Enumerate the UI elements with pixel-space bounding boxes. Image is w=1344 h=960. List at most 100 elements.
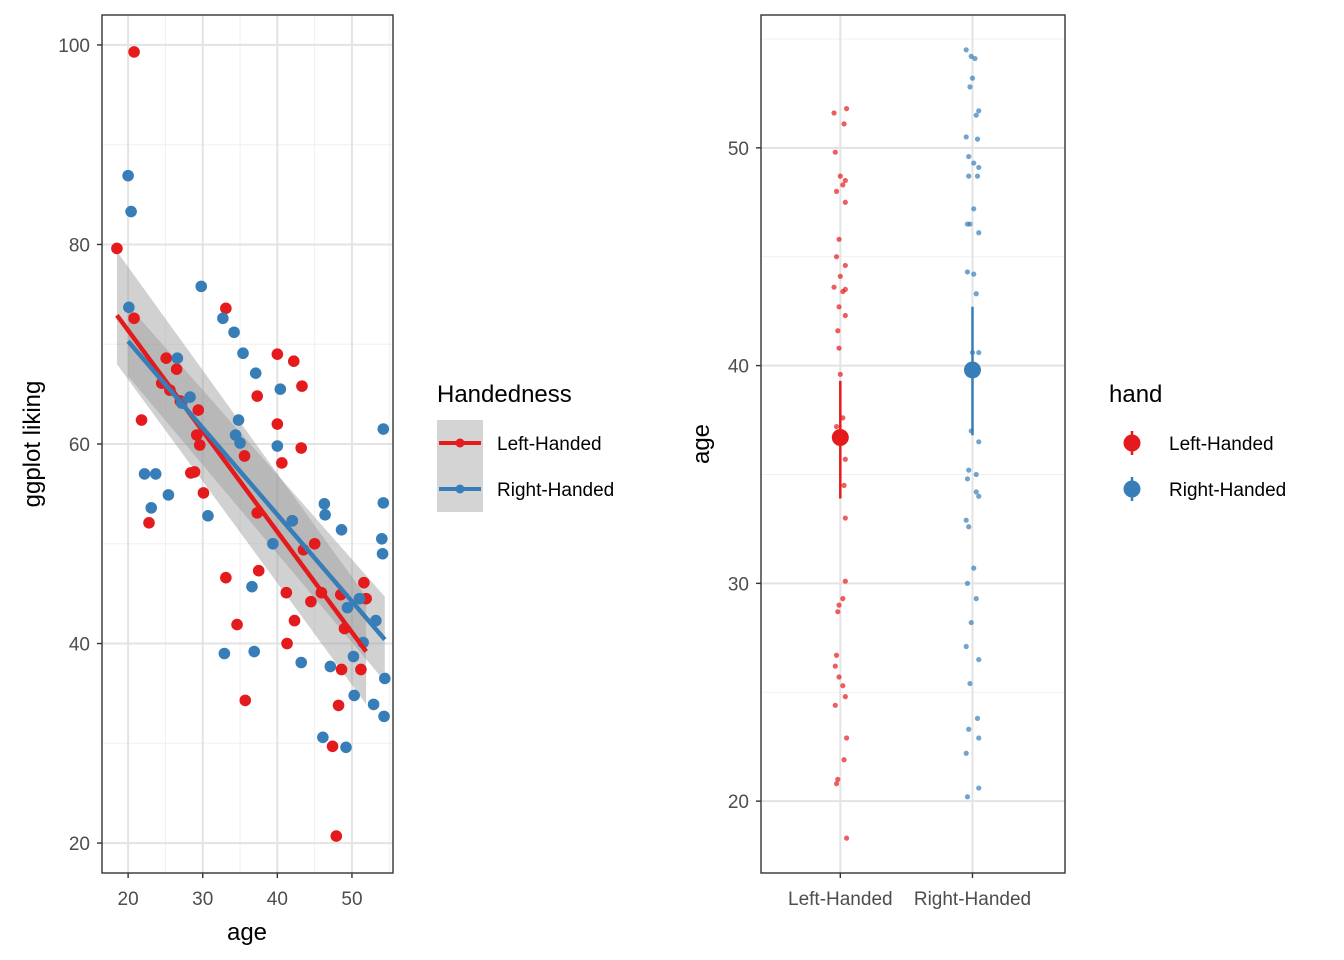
data-point xyxy=(280,586,293,599)
data-point xyxy=(335,663,348,676)
hand-legend-label-right-handed: Right-Handed xyxy=(1169,480,1286,501)
scatter-points xyxy=(111,46,391,842)
data-point xyxy=(376,547,389,560)
age-y-ticks: 20 30 40 50 xyxy=(728,139,761,813)
y-tick-label: 40 xyxy=(69,635,90,656)
data-point xyxy=(123,301,135,314)
data-point xyxy=(149,468,162,480)
jittered-point xyxy=(842,694,848,700)
jittered-point xyxy=(966,153,972,160)
handedness-legend: Handedness Left-Handed Right-Handed xyxy=(437,381,614,512)
scatter-x-axis-title: age xyxy=(227,919,267,946)
data-point xyxy=(286,515,299,527)
jittered-point xyxy=(833,781,840,787)
jittered-point xyxy=(843,106,850,112)
jittered-point xyxy=(833,652,840,658)
jittered-point xyxy=(963,750,969,756)
data-point xyxy=(378,710,390,723)
data-point xyxy=(276,457,288,469)
jittered-point xyxy=(837,173,843,179)
jittered-point xyxy=(833,188,840,194)
data-point xyxy=(231,618,243,631)
data-point xyxy=(220,571,232,584)
jittered-point xyxy=(841,121,847,127)
jittered-point xyxy=(842,199,848,205)
jittered-point xyxy=(840,683,846,689)
jittered-point xyxy=(842,312,848,319)
regression-lines xyxy=(115,313,387,653)
jittered-point xyxy=(968,53,974,59)
jittered-point xyxy=(967,221,973,227)
jittered-point xyxy=(963,134,969,140)
hand-legend-key-point-right xyxy=(1123,480,1141,498)
age-panel-border xyxy=(760,14,1066,874)
data-point xyxy=(271,418,284,430)
data-point xyxy=(192,404,205,416)
jittered-point xyxy=(971,206,977,212)
data-point xyxy=(295,442,308,454)
scatter-y-axis-title: ggplot liking xyxy=(19,381,46,508)
jittered-point xyxy=(963,517,969,523)
data-point xyxy=(335,524,348,536)
scatter-y-ticks: 20 40 60 80 100 xyxy=(58,36,102,855)
jittered-point xyxy=(831,284,837,290)
data-point xyxy=(122,169,134,182)
data-point xyxy=(239,694,252,707)
jittered-point xyxy=(973,489,979,495)
data-point xyxy=(195,280,208,293)
jittered-point xyxy=(832,149,838,155)
data-point xyxy=(308,537,321,550)
jittered-point xyxy=(969,75,976,81)
data-point xyxy=(281,637,293,650)
data-point xyxy=(367,698,380,711)
jittered-point xyxy=(841,482,847,488)
data-point xyxy=(160,352,172,365)
data-point xyxy=(377,497,390,509)
data-point xyxy=(135,414,148,426)
jittered-point xyxy=(841,757,847,763)
jittered-point xyxy=(976,439,982,445)
jittered-point xyxy=(964,794,971,800)
jittered-point xyxy=(972,55,978,62)
data-point xyxy=(332,699,345,712)
jittered-point xyxy=(840,182,846,188)
x-tick-label: 30 xyxy=(192,889,213,910)
jittered-point xyxy=(974,173,981,179)
data-point xyxy=(238,450,251,462)
data-point xyxy=(287,355,300,367)
jittered-point xyxy=(973,596,979,602)
jittered-point xyxy=(836,674,842,680)
jittered-point xyxy=(967,84,973,90)
jittered-point xyxy=(831,110,837,116)
jittered-point xyxy=(835,609,841,615)
data-point xyxy=(376,532,388,545)
jittered-point xyxy=(837,371,843,377)
data-point xyxy=(170,363,183,375)
jittered-point xyxy=(842,177,848,184)
jittered-point xyxy=(835,776,841,782)
jittered-point xyxy=(971,565,977,571)
jittered-point xyxy=(842,262,848,269)
mean-point xyxy=(831,428,849,446)
data-point xyxy=(128,46,140,58)
jittered-point xyxy=(976,108,982,114)
data-point xyxy=(138,468,151,480)
jittered-point xyxy=(976,656,982,663)
data-point xyxy=(220,302,232,315)
jittered-point xyxy=(963,47,969,53)
jittered-point xyxy=(833,254,840,260)
mean-ci-markers xyxy=(831,306,981,499)
jittered-point xyxy=(967,680,973,687)
jittered-point xyxy=(968,619,974,626)
jittered-point xyxy=(966,173,972,179)
data-point xyxy=(319,509,331,521)
data-point xyxy=(251,390,263,402)
jittered-point xyxy=(966,467,972,473)
jittered-point xyxy=(966,726,972,732)
jittered-point xyxy=(974,715,981,721)
data-point xyxy=(143,517,155,529)
jittered-point xyxy=(836,304,842,310)
data-point xyxy=(184,391,196,403)
mean-point xyxy=(963,361,981,379)
jittered-point xyxy=(964,476,971,482)
